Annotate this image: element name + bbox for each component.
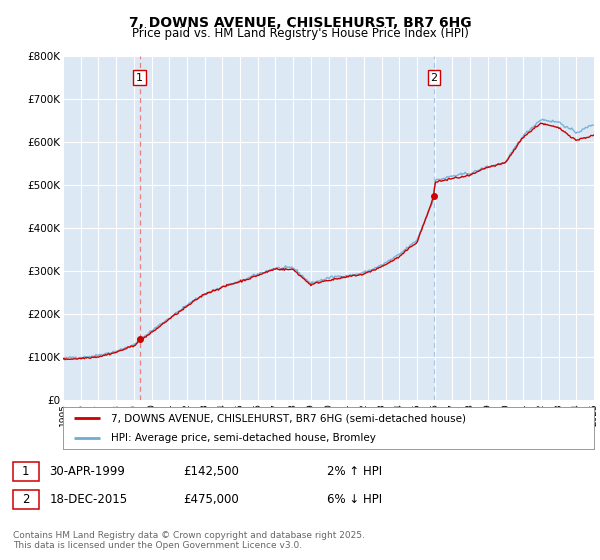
- Text: £142,500: £142,500: [183, 465, 239, 478]
- Text: 2: 2: [430, 73, 437, 82]
- Text: Price paid vs. HM Land Registry's House Price Index (HPI): Price paid vs. HM Land Registry's House …: [131, 27, 469, 40]
- Text: 7, DOWNS AVENUE, CHISLEHURST, BR7 6HG: 7, DOWNS AVENUE, CHISLEHURST, BR7 6HG: [128, 16, 472, 30]
- Text: HPI: Average price, semi-detached house, Bromley: HPI: Average price, semi-detached house,…: [111, 433, 376, 443]
- Text: 7, DOWNS AVENUE, CHISLEHURST, BR7 6HG (semi-detached house): 7, DOWNS AVENUE, CHISLEHURST, BR7 6HG (s…: [111, 413, 466, 423]
- Text: 2% ↑ HPI: 2% ↑ HPI: [327, 465, 382, 478]
- Text: 6% ↓ HPI: 6% ↓ HPI: [327, 493, 382, 506]
- Text: £475,000: £475,000: [183, 493, 239, 506]
- Text: 1: 1: [22, 465, 29, 478]
- Text: Contains HM Land Registry data © Crown copyright and database right 2025.
This d: Contains HM Land Registry data © Crown c…: [13, 531, 365, 550]
- Text: 18-DEC-2015: 18-DEC-2015: [49, 493, 127, 506]
- Text: 1: 1: [136, 73, 143, 82]
- Text: 30-APR-1999: 30-APR-1999: [49, 465, 125, 478]
- Text: 2: 2: [22, 493, 29, 506]
